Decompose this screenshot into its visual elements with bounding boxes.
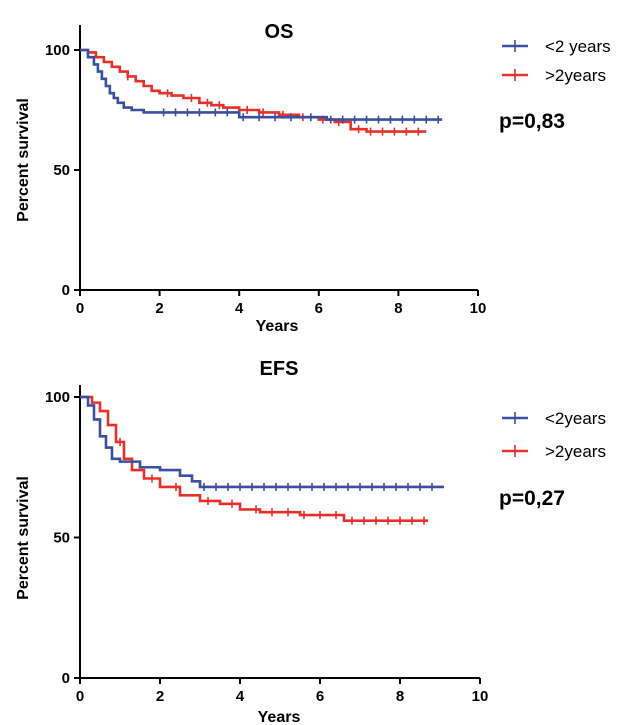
os-curve-under-2years [80,48,443,121]
os-p-value: p=0,83 [499,110,565,133]
efs-p-value: p=0,27 [499,487,565,510]
os-y-axis-label: Percent survival [15,98,32,222]
efs-x-tick-label: 2 [156,688,164,705]
os-x-tick-label: 4 [235,300,244,317]
efs-x-tick-label: 4 [236,688,245,705]
os-legend-label-over-2: >2years [545,66,606,85]
efs-curve-over-2years [80,395,428,522]
os-x-tick-label: 6 [315,300,323,317]
efs-x-tick-label: 10 [472,688,489,705]
efs-y-tick-label: 100 [45,389,70,406]
os-x-tick-label: 2 [155,300,163,317]
os-y-tick-label: 100 [45,42,70,59]
efs-curves [80,395,444,525]
os-x-tick-label: 8 [394,300,402,317]
efs-x-tick-label: 6 [316,688,324,705]
efs-x-axis-label: Years [258,709,301,725]
os-panel: OS Percent survival Years 0 2 4 6 8 10050100 … [15,21,611,335]
os-axes [79,25,478,291]
efs-x-tick-label: 8 [396,688,404,705]
efs-y-axis-label: Percent survival [15,476,32,600]
os-x-tick-label: 0 [76,300,84,317]
efs-panel: EFS Percent survival Years 0 2 4 6 8 10050100… [15,358,606,725]
efs-legend-item-over-2: >2years [502,442,606,461]
efs-axes [79,385,480,679]
efs-y-tick-label: 50 [53,530,70,547]
os-x-axis-label: Years [256,318,299,335]
os-legend-item-over-2: >2years [502,66,606,85]
os-curves [80,48,443,136]
os-x-tick-label: 10 [470,300,487,317]
efs-curve-under-2years [80,395,444,489]
efs-legend-label-over-2: >2years [545,442,606,461]
efs-legend-label-under-2: <2years [545,409,606,428]
efs-legend: <2years >2years [502,409,606,461]
os-y-tick-label: 0 [62,282,70,299]
os-title: OS [265,21,294,43]
efs-x-tick-label: 0 [76,688,84,705]
os-legend-label-under-2: <2 years [545,37,611,56]
efs-title: EFS [260,358,299,380]
efs-legend-item-under-2: <2years [502,409,606,428]
os-legend-item-under-2: <2 years [502,37,611,56]
efs-y-tick-label: 0 [62,670,70,687]
os-y-tick-label: 50 [53,162,70,179]
os-legend: <2 years >2years [502,37,611,85]
